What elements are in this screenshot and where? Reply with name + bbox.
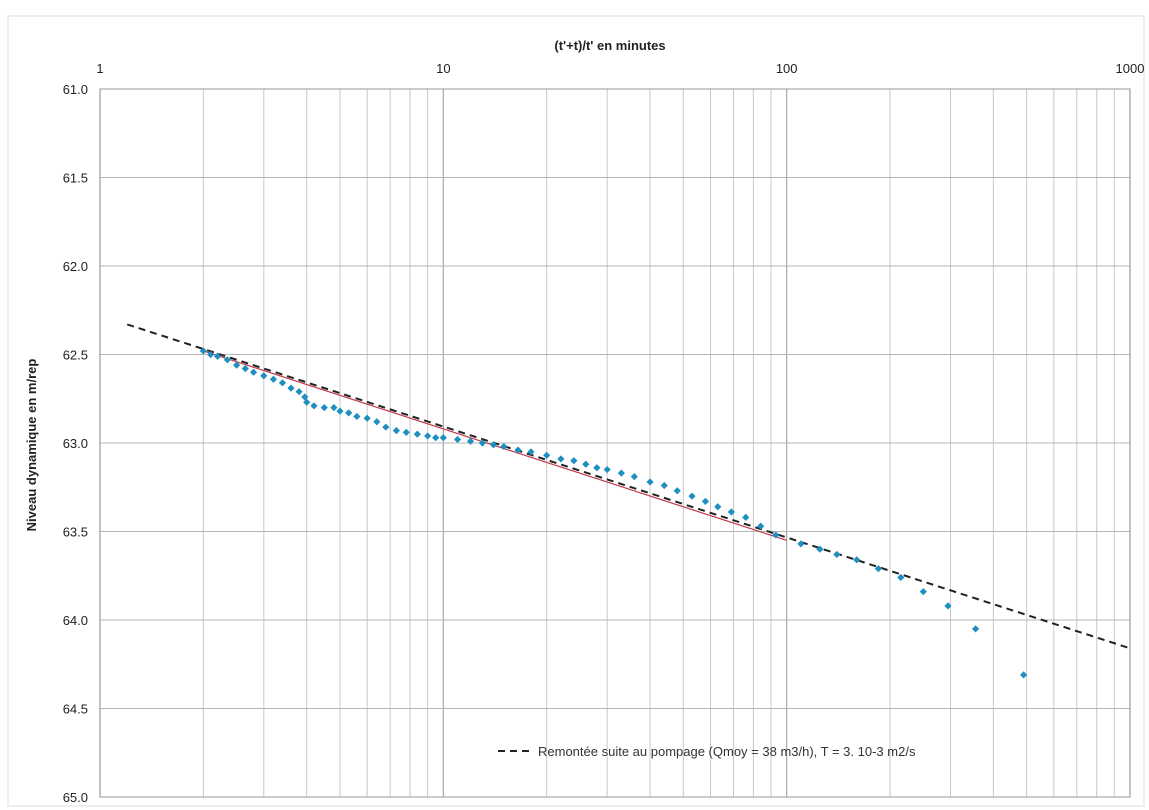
- data-point: [617, 469, 625, 477]
- plot-area-border: [99, 88, 1131, 798]
- data-point: [772, 531, 780, 539]
- data-points: [199, 347, 1028, 679]
- y-tick-label: 65.0: [63, 790, 88, 805]
- data-point: [373, 418, 381, 426]
- data-point: [527, 448, 535, 456]
- data-point: [199, 347, 207, 355]
- data-point: [260, 372, 268, 380]
- data-point: [593, 464, 601, 472]
- legend: Remontée suite au pompage (Qmoy = 38 m3/…: [498, 744, 916, 759]
- data-point: [742, 513, 750, 521]
- data-point: [489, 441, 498, 449]
- data-point: [919, 588, 927, 596]
- data-point: [660, 481, 668, 490]
- data-point: [269, 375, 278, 383]
- y-tick-label: 62.5: [63, 348, 88, 363]
- x-tick-label: 10: [436, 61, 450, 76]
- data-point: [874, 565, 882, 573]
- data-point: [439, 434, 447, 442]
- y-tick-label: 62.0: [63, 259, 88, 274]
- x-tick-label: 1: [96, 61, 103, 76]
- data-point: [320, 404, 328, 412]
- chart-frame: [7, 15, 1145, 807]
- data-point: [630, 473, 638, 481]
- data-point: [897, 573, 905, 582]
- data-point: [1020, 671, 1028, 679]
- data-point: [466, 437, 475, 445]
- data-point: [278, 379, 287, 387]
- data-point: [207, 350, 215, 359]
- y-axis-label: Niveau dynamique en m/rep: [24, 359, 39, 532]
- data-point: [714, 503, 722, 511]
- data-point: [853, 556, 861, 564]
- data-point: [688, 492, 696, 500]
- data-point: [570, 457, 578, 465]
- data-point: [353, 412, 361, 421]
- data-point: [971, 625, 980, 633]
- data-point: [363, 414, 371, 422]
- data-point: [757, 522, 765, 530]
- data-point: [432, 434, 440, 442]
- data-point: [701, 497, 710, 506]
- data-point: [382, 423, 390, 431]
- data-point: [727, 508, 735, 516]
- x-tick-label: 100: [776, 61, 798, 76]
- y-tick-label: 61.0: [63, 82, 88, 97]
- fit-line-dashed: [126, 323, 1131, 650]
- data-point: [797, 540, 805, 548]
- grid: [99, 88, 1131, 798]
- tick-labels: 1 10 100 1000 61.0 61.5 62.0 62.5 63.0 63.5 64.0 64…: [63, 61, 1145, 805]
- data-point: [478, 439, 487, 447]
- data-point: [582, 460, 590, 468]
- y-tick-label: 64.5: [63, 702, 88, 717]
- data-point: [500, 442, 508, 451]
- data-point: [646, 478, 654, 486]
- data-point: [557, 455, 565, 463]
- data-point: [673, 487, 681, 495]
- y-tick-label: 64.0: [63, 613, 88, 628]
- data-point: [336, 407, 344, 415]
- data-point: [413, 430, 421, 438]
- data-point: [213, 352, 222, 360]
- data-point: [816, 545, 824, 553]
- data-point: [603, 465, 611, 474]
- data-point: [295, 388, 303, 396]
- x-tick-label: 1000: [1116, 61, 1145, 76]
- data-point: [241, 365, 249, 373]
- data-point: [330, 404, 338, 412]
- data-point: [514, 446, 522, 454]
- data-point: [543, 451, 551, 459]
- y-tick-label: 63.5: [63, 525, 88, 540]
- x-axis-label: (t'+t)/t' en minutes: [554, 38, 665, 53]
- data-point: [424, 432, 432, 440]
- data-point: [392, 427, 401, 435]
- data-point: [453, 435, 462, 444]
- data-point: [223, 356, 231, 364]
- data-point: [310, 402, 318, 410]
- y-tick-label: 61.5: [63, 171, 88, 186]
- data-point: [303, 398, 311, 406]
- data-point: [233, 361, 241, 369]
- legend-label: Remontée suite au pompage (Qmoy = 38 m3/…: [538, 744, 916, 759]
- data-point: [833, 550, 841, 559]
- data-point: [345, 409, 353, 417]
- data-point: [249, 368, 258, 376]
- data-point: [402, 428, 410, 436]
- data-point: [287, 384, 295, 392]
- y-tick-label: 63.0: [63, 436, 88, 451]
- data-point: [944, 602, 952, 610]
